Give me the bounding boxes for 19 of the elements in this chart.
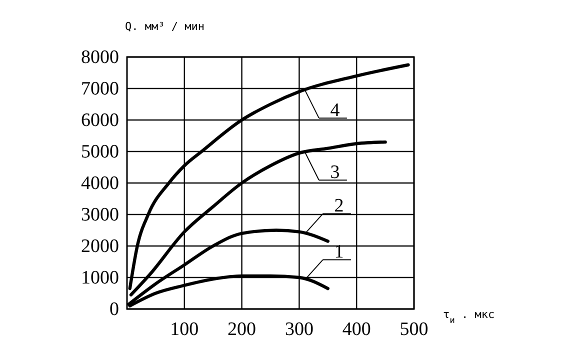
y-tick-label: 1000 [81,268,119,288]
legend-label: 3 [330,162,340,184]
x-tick-label: 300 [284,319,314,340]
y-tick-label: 5000 [81,142,119,162]
series-label: 2 [334,196,344,217]
y-tick-label: 6000 [81,110,119,131]
x-tick-label: 500 [400,319,428,340]
x-tick-label: 400 [342,319,371,340]
y-tick-label: 7000 [81,78,119,100]
y-tick-label: 0 [110,299,119,320]
legend-label: 4 [330,100,340,122]
y-axis-title: Q. мм³ / мин [125,20,204,33]
y-tick-label: 3000 [81,204,119,226]
y-tick-label: 4000 [81,173,119,194]
x-tick-label: 200 [228,319,256,340]
x-tick-label: 100 [170,319,199,340]
x-axis-title: τ$_{и}$ . мкс [443,308,495,326]
y-tick-label: 2000 [81,236,119,257]
y-tick-label: 8000 [81,47,119,68]
